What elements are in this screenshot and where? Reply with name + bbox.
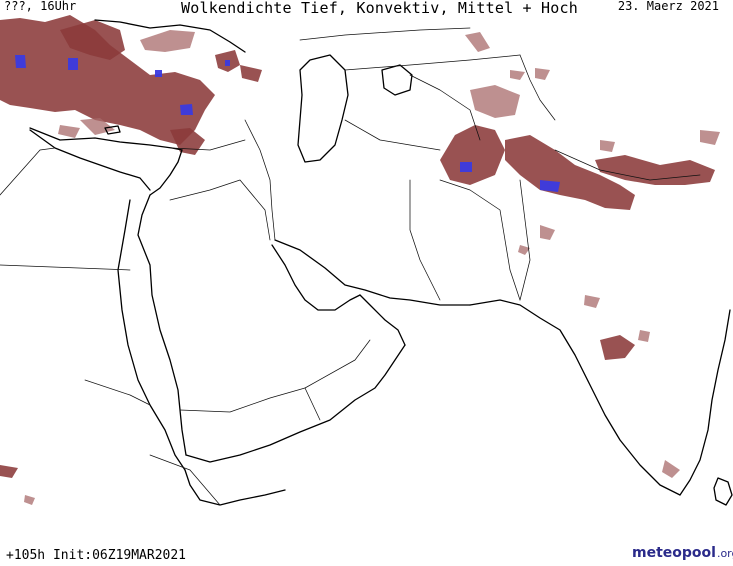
- cloud-spot-india-1: [600, 335, 635, 360]
- meteopool-logo[interactable]: meteopool.org: [629, 542, 733, 564]
- border-uzbek: [409, 74, 481, 141]
- cloud-spot-india-3: [662, 460, 680, 478]
- high-cloud-spot-6: [540, 180, 560, 192]
- cloud-mass-levant: [170, 128, 205, 155]
- border-saudi-yemen: [179, 387, 306, 413]
- coast-srilanka: [713, 477, 733, 506]
- logo-tld: .org: [716, 547, 733, 560]
- border-egypt-sudan: [0, 264, 131, 271]
- border-oman-saudi: [304, 339, 371, 421]
- border-india-pak: [519, 179, 531, 301]
- logo-text: meteopool.org: [632, 545, 733, 561]
- border-turkey-syria: [171, 139, 246, 151]
- coast-oman: [359, 294, 406, 346]
- forecast-info: +105h Init:06Z19MAR2021: [6, 548, 187, 563]
- coast-cyprus: [104, 125, 121, 135]
- cloud-layer: [0, 15, 720, 505]
- coast-turkey-north: [94, 19, 246, 53]
- border-iran-afghan: [409, 179, 441, 301]
- cloud-mass-hindu-kush: [470, 85, 520, 118]
- cloud-spot-india-4: [584, 295, 600, 308]
- coast-aral: [381, 64, 413, 96]
- cloud-mass-afghanistan: [440, 125, 505, 185]
- cloud-spot-east-2: [600, 140, 615, 152]
- border-afghan-pak: [439, 179, 521, 301]
- coast-india-east: [679, 309, 731, 496]
- cloud-mass-blacksea: [140, 30, 195, 52]
- cloud-spot-central-asia-3: [535, 68, 550, 80]
- border-saudi-north: [169, 179, 271, 241]
- cloud-spot-india-2: [638, 330, 650, 342]
- cloud-spot-central-asia-2: [510, 70, 525, 80]
- border-kazakh-china: [519, 54, 556, 121]
- cloud-mass-turkey: [0, 15, 215, 145]
- coast-gulf-west: [271, 244, 361, 311]
- border-layer: [0, 27, 701, 506]
- coast-iran-south: [274, 239, 471, 306]
- map-title: Wolkendichte Tief, Konvektiv, Mittel + H…: [181, 0, 578, 17]
- high-cloud-spot-1: [15, 55, 26, 68]
- border-iran-turkmen: [344, 119, 441, 151]
- cloud-spot-bottom-left-2: [24, 495, 35, 505]
- cloud-mass-tibet-east: [595, 155, 715, 185]
- high-cloud-spot-3: [180, 104, 193, 115]
- coast-levant: [149, 149, 183, 196]
- cloud-spot-crete: [58, 125, 80, 138]
- cloud-spot-central-asia-1: [465, 32, 490, 52]
- border-egypt-libya: [0, 147, 56, 196]
- location-time-label: ???, 16Uhr: [4, 0, 77, 13]
- map-date: 23. Maerz 2021: [617, 0, 719, 13]
- cloud-spot-pakistan-1: [540, 225, 555, 240]
- high-cloud-spot-7: [225, 60, 230, 66]
- coast-india-west: [469, 299, 681, 496]
- cloud-mass-north-india: [505, 135, 635, 210]
- logo-brand: meteopool: [632, 545, 716, 561]
- coast-horn: [184, 469, 286, 506]
- coast-redsea-east: [137, 194, 187, 456]
- cloud-spot-east-1: [700, 130, 720, 145]
- coastline-layer: [29, 19, 733, 506]
- border-kazakh: [344, 54, 521, 71]
- coast-egypt-north: [29, 129, 151, 191]
- high-cloud-spot-2: [68, 58, 78, 70]
- coast-caspian: [297, 54, 349, 163]
- coast-redsea-west: [117, 199, 186, 471]
- cloud-spot-bottom-left-1: [0, 465, 18, 478]
- cloud-spot-pakistan-2: [518, 245, 530, 255]
- border-sudan-ethiopia: [84, 379, 151, 406]
- border-ethiopia-somalia: [149, 454, 221, 506]
- cloud-mass-aegean: [60, 20, 125, 60]
- cloud-spot-north-caspian: [240, 65, 262, 82]
- border-kazakh-south: [299, 27, 471, 41]
- high-cloud-spot-5: [460, 162, 472, 172]
- high-cloud-spot-4: [155, 70, 162, 77]
- border-india-china: [554, 149, 701, 181]
- coast-arabia-south: [185, 344, 406, 463]
- border-iraq-iran: [244, 119, 276, 241]
